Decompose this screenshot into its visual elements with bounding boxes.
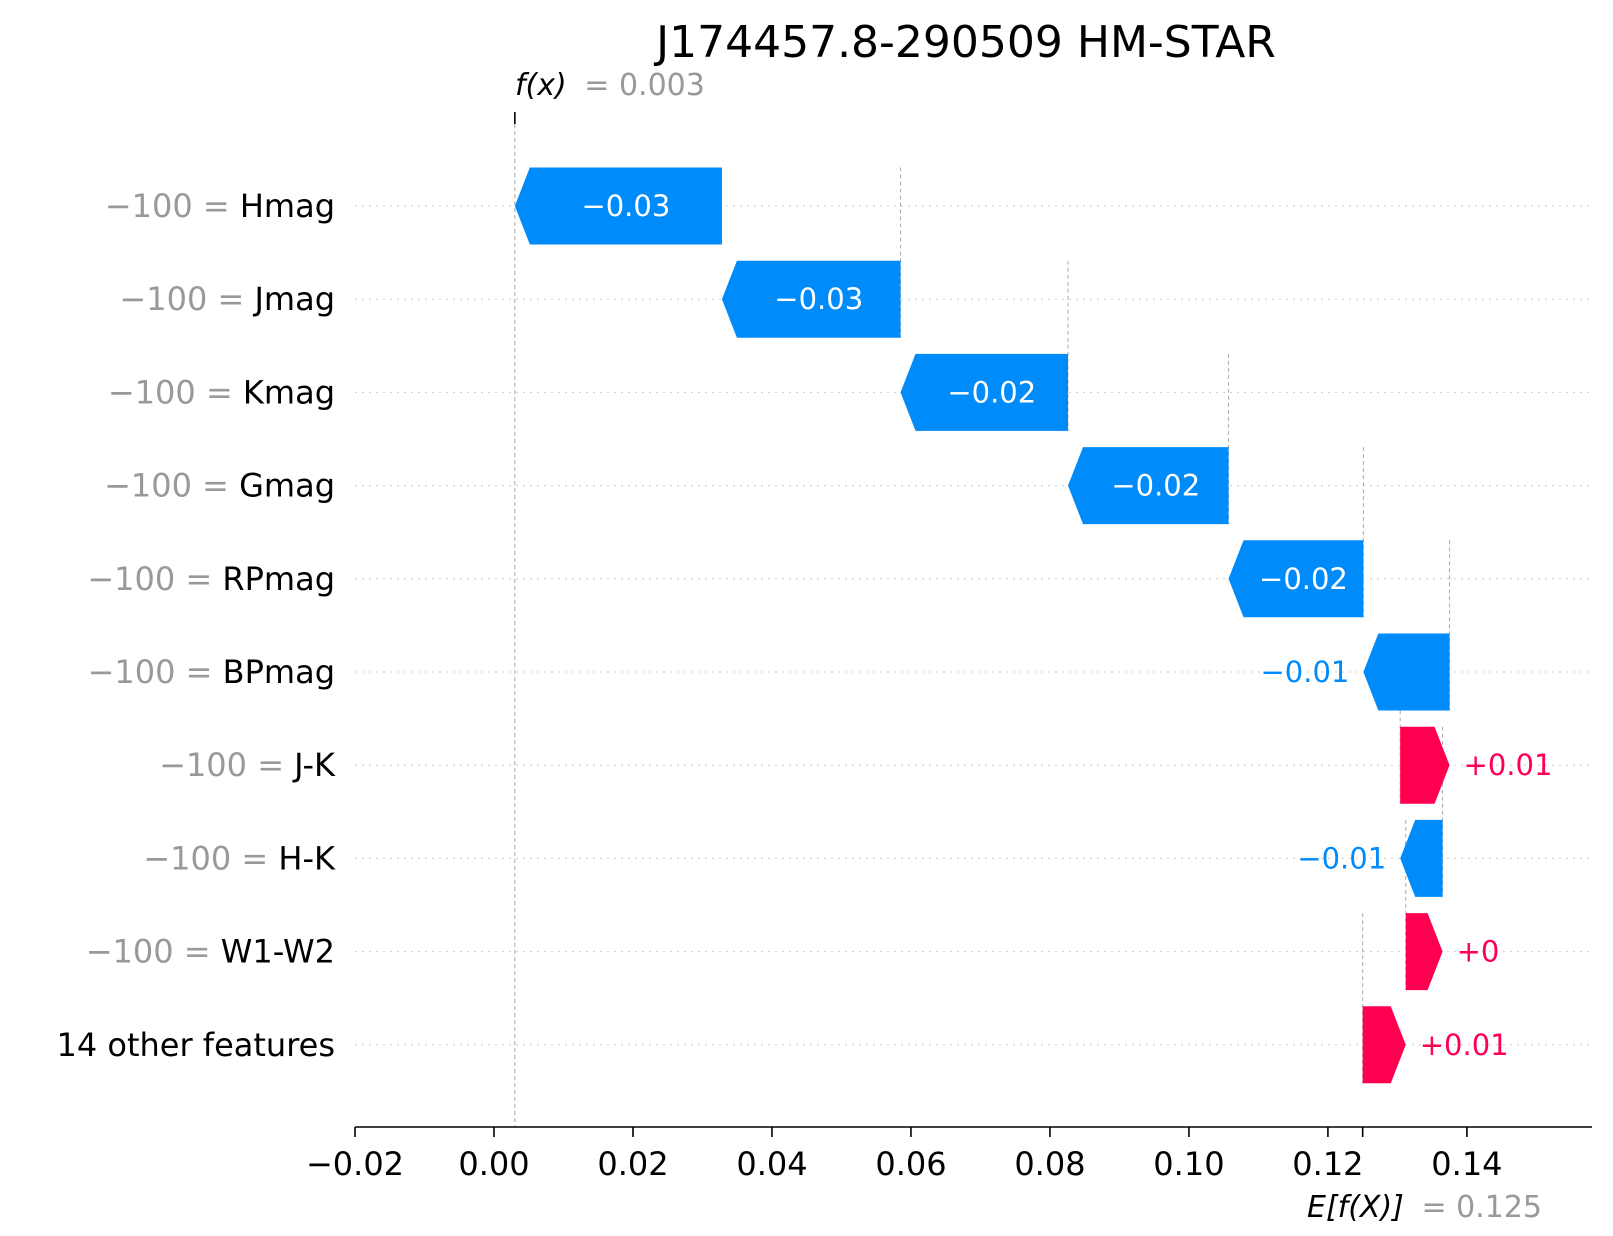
x-tick-label: 0.00 — [458, 1145, 529, 1183]
feature-label: −100 = Jmag — [119, 280, 335, 318]
feature-label: −100 = W1-W2 — [86, 933, 335, 971]
feature-label: −100 = Kmag — [108, 373, 335, 411]
feature-name: Kmag — [243, 373, 335, 411]
feature-name: Gmag — [239, 467, 335, 505]
feature-value: −100 = — [86, 933, 221, 971]
feature-label: −100 = J-K — [159, 746, 336, 784]
feature-value: −100 = — [87, 560, 222, 598]
bar-gmag — [1068, 447, 1229, 525]
feature-name: W1-W2 — [221, 933, 335, 971]
feature-value: −100 = — [143, 839, 278, 877]
bar-value-label: +0 — [1457, 935, 1500, 969]
feature-value: −100 = — [104, 467, 239, 505]
feature-name: H-K — [278, 839, 336, 877]
feature-label: −100 = RPmag — [87, 560, 335, 598]
efx-annotation: E[f(X)] = 0.125 — [1307, 1190, 1542, 1225]
bar-value-label: +0.01 — [1464, 748, 1553, 782]
bar-rpmag — [1228, 540, 1364, 618]
bar-value-label: −0.01 — [1260, 655, 1349, 689]
x-ticks: −0.02 0.00 0.02 0.04 0.06 0.08 0.10 0.12 0.14 — [306, 1127, 1503, 1183]
bars: −0.03 −0.03 −0.02 −0.02 −0.02 −0.01 +0.01 −0.01… — [514, 167, 1553, 1084]
feature-name: Jmag — [252, 280, 335, 318]
feature-label: 14 other features — [56, 1026, 335, 1064]
efx-value: = 0.125 — [1421, 1190, 1542, 1225]
feature-name: 14 other features — [56, 1026, 335, 1064]
bar-value-label: −0.03 — [581, 189, 670, 223]
bar-w1-w2 — [1405, 913, 1443, 991]
bar-kmag — [900, 353, 1069, 431]
feature-label: −100 = H-K — [143, 839, 336, 877]
bar-14-other-features — [1362, 1006, 1406, 1084]
chart-title: J174457.8-290509 HM-STAR — [653, 17, 1276, 68]
efx-label: E[f(X)] — [1307, 1190, 1404, 1225]
x-tick-label: 0.04 — [736, 1145, 807, 1183]
x-tick-label: 0.08 — [1014, 1145, 1085, 1183]
feature-labels: −100 = Hmag−100 = Jmag−100 = Kmag−100 = … — [56, 187, 336, 1064]
x-tick-label: 0.12 — [1292, 1145, 1363, 1183]
feature-name: BPmag — [223, 653, 335, 691]
x-tick-label: 0.02 — [597, 1145, 668, 1183]
bar-value-label: −0.01 — [1297, 841, 1386, 875]
feature-value: −100 = — [119, 280, 254, 318]
bar-j-k — [1400, 726, 1450, 804]
feature-label: −100 = BPmag — [88, 653, 335, 691]
bar-h-k — [1400, 819, 1443, 897]
feature-label: −100 = Hmag — [105, 187, 335, 225]
fx-annotation: f(x) = 0.003 — [515, 68, 705, 103]
bar-value-label: +0.01 — [1420, 1028, 1509, 1062]
guide-lines — [514, 112, 1451, 1127]
feature-value: −100 = — [88, 653, 223, 691]
feature-label: −100 = Gmag — [104, 467, 335, 505]
bar-value-label: −0.02 — [1111, 469, 1200, 503]
bar-value-label: −0.02 — [1259, 562, 1348, 596]
feature-name: RPmag — [222, 560, 335, 598]
fx-value: = 0.003 — [584, 68, 705, 103]
fx-label: f(x) — [515, 68, 567, 103]
bar-bpmag — [1363, 633, 1450, 711]
bar-hmag — [514, 167, 722, 245]
feature-value: −100 = — [105, 187, 240, 225]
feature-name: Hmag — [240, 187, 335, 225]
feature-value: −100 = — [108, 373, 243, 411]
x-tick-label: −0.02 — [306, 1145, 404, 1183]
x-tick-label: 0.14 — [1431, 1145, 1502, 1183]
x-tick-label: 0.06 — [875, 1145, 946, 1183]
bar-jmag — [721, 260, 901, 338]
feature-value: −100 = — [159, 746, 294, 784]
x-tick-label: 0.10 — [1153, 1145, 1224, 1183]
bar-value-label: −0.03 — [774, 282, 863, 316]
feature-name: J-K — [292, 746, 336, 784]
bar-value-label: −0.02 — [947, 375, 1036, 409]
